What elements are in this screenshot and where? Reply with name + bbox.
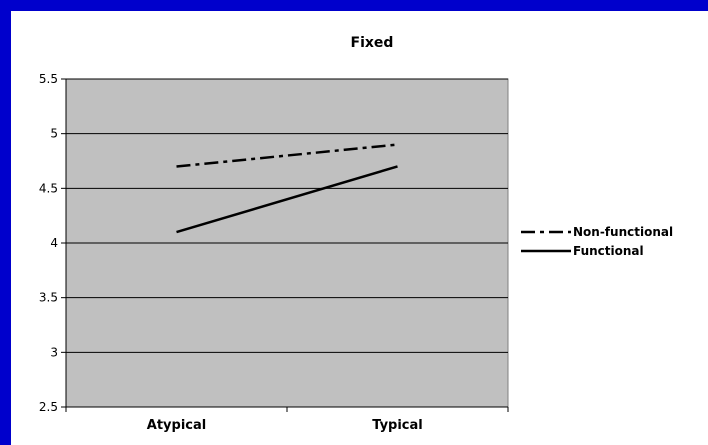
chart-container: Fixed 2.5 3 3.5 4 4.5 5 5.5 Atypical Typical Non…: [11, 11, 708, 445]
chart-title: Fixed: [351, 35, 394, 51]
series-line-functional: [176, 165, 398, 234]
gridlines: [66, 78, 508, 353]
y-tick-label: 3.5: [39, 291, 58, 305]
y-tick-label: 4.5: [39, 181, 58, 195]
y-tick-label: 4: [50, 236, 58, 250]
legend-label: Non-functional: [573, 225, 673, 239]
y-tick-label: 3: [50, 345, 58, 359]
series-line-non-functional: [176, 143, 398, 168]
y-tick-label: 5.5: [39, 72, 58, 86]
x-category-label: Typical: [372, 418, 423, 433]
y-tick-label: 2.5: [39, 400, 58, 414]
series-lines: [176, 143, 398, 234]
x-category-label: Atypical: [147, 418, 206, 433]
legend-label: Functional: [573, 244, 644, 258]
y-tick-label: 5: [50, 127, 58, 141]
line-chart: Fixed 2.5 3 3.5 4 4.5 5 5.5 Atypical Typical Non…: [39, 35, 673, 433]
legend: Non-functional Functional: [521, 225, 673, 258]
axes: 2.5 3 3.5 4 4.5 5 5.5 Atypical Typical: [39, 72, 509, 433]
